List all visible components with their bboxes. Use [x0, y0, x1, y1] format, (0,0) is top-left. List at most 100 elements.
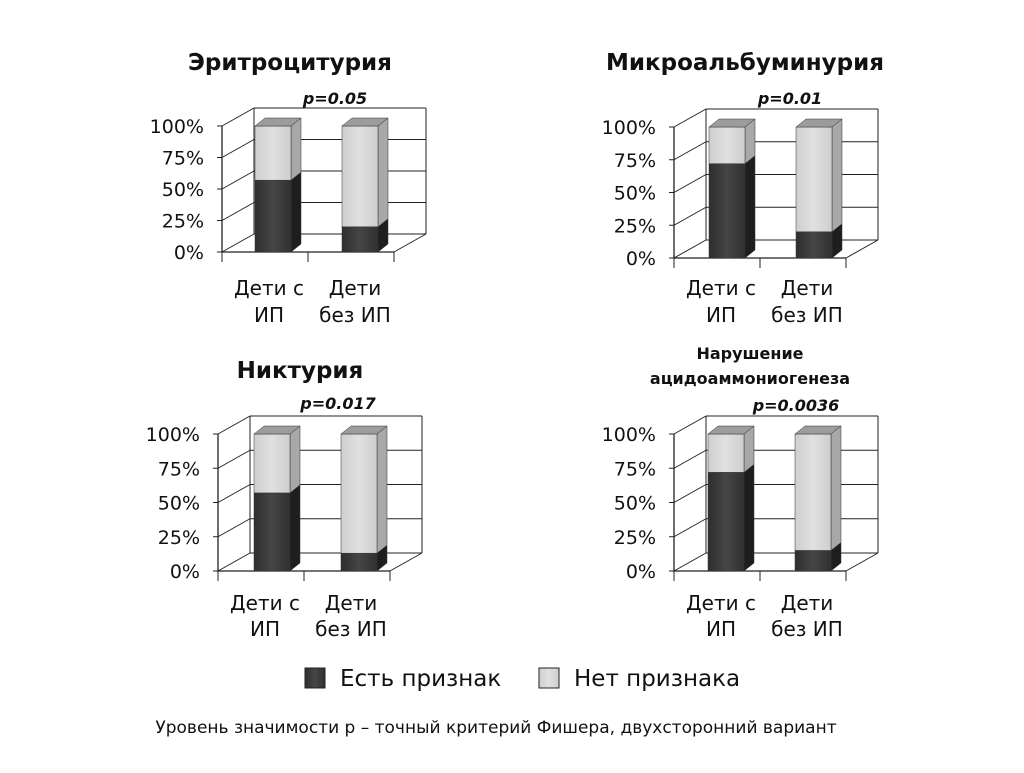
y-tick-label: 75% — [162, 148, 204, 170]
bar-top — [707, 425, 755, 435]
p-value-label: p=0.0036 — [752, 396, 840, 415]
bar-segment-no — [340, 425, 388, 554]
side-wall-line — [217, 552, 251, 572]
side-wall-line — [673, 206, 707, 226]
chart-panel-1: Эритроцитурия p=0.05 0% 25% 50% 75% 100% Дети с… — [150, 50, 427, 327]
bar-side — [831, 118, 843, 233]
y-tick-label: 0% — [174, 242, 204, 264]
side-wall-line — [673, 449, 707, 469]
bar-segment-no — [254, 117, 302, 181]
bar-front — [254, 125, 292, 181]
bar-segment-no — [795, 118, 843, 233]
bar-front — [795, 126, 833, 233]
bar-segment-yes — [794, 541, 842, 572]
side-wall-line — [217, 484, 251, 503]
category-label: Дети — [329, 276, 382, 300]
category-label: Дети с — [686, 276, 756, 300]
bar-side — [376, 425, 388, 554]
bar-front — [795, 231, 833, 259]
y-tick-label: 25% — [158, 527, 200, 549]
bar-side — [830, 425, 842, 551]
legend-label-yes: Есть признак — [340, 666, 501, 692]
bar-side — [377, 117, 389, 228]
bar-front — [341, 226, 379, 253]
bar-segment-no — [708, 118, 756, 165]
side-wall-line — [673, 518, 707, 538]
y-tick-label: 100% — [602, 117, 656, 139]
bar-top — [795, 118, 843, 128]
bar-front — [707, 472, 745, 572]
bar-side — [290, 117, 302, 181]
bar-front — [340, 552, 378, 572]
category-label: Дети — [781, 591, 834, 615]
side-wall-line — [221, 233, 255, 253]
bar-side — [289, 425, 301, 494]
bar-segment-yes — [341, 218, 389, 253]
side-wall-line — [221, 170, 255, 190]
y-tick-label: 50% — [158, 493, 200, 515]
bar-front — [254, 179, 292, 253]
chart-title: Нарушение — [696, 344, 803, 363]
y-tick-label: 25% — [162, 211, 204, 233]
bar-front — [708, 163, 746, 259]
side-wall-line — [221, 139, 255, 158]
side-wall-line — [673, 552, 707, 572]
legend-item-yes: Есть признак — [304, 666, 501, 692]
bar-front — [253, 433, 291, 494]
category-label: ИП — [250, 617, 280, 641]
bar-segment-no — [341, 117, 389, 228]
bar-top — [254, 117, 302, 127]
category-label: ИП — [706, 617, 736, 641]
bar-side — [289, 484, 301, 572]
bar-segment-no — [707, 425, 755, 473]
bar-front — [794, 433, 832, 551]
bar-top — [794, 425, 842, 435]
floor-edge — [389, 552, 423, 572]
chart-title: ацидоаммониогенеза — [650, 369, 850, 388]
y-tick-label: 25% — [614, 527, 656, 549]
category-label: без ИП — [771, 303, 843, 327]
category-label: Дети — [781, 276, 834, 300]
floor-edge — [845, 552, 879, 572]
side-wall-line — [221, 107, 255, 127]
y-tick-label: 25% — [614, 215, 656, 237]
category-label: ИП — [254, 303, 284, 327]
y-tick-label: 0% — [170, 561, 200, 583]
side-wall-line — [673, 239, 707, 259]
chart-panel-2: Микроальбуминурия p=0.01 0% 25% 50% 75% 100% Де… — [602, 50, 884, 327]
y-tick-label: 100% — [146, 424, 200, 446]
floor-edge — [393, 233, 427, 253]
side-wall-line — [217, 415, 251, 435]
y-tick-label: 100% — [602, 424, 656, 446]
category-label: ИП — [706, 303, 736, 327]
bar-segment-no — [253, 425, 301, 494]
p-value-label: p=0.05 — [302, 89, 367, 108]
bar-front — [253, 492, 291, 572]
side-wall-line — [217, 449, 251, 469]
bar-front — [707, 433, 745, 473]
legend-label-no: Нет признака — [574, 666, 740, 692]
category-label: Дети — [325, 591, 378, 615]
y-tick-label: 50% — [614, 183, 656, 205]
bar-front — [340, 433, 378, 554]
bar-segment-no — [794, 425, 842, 551]
y-tick-label: 75% — [158, 458, 200, 480]
chart-title: Микроальбуминурия — [606, 50, 884, 76]
chart-title: Эритроцитурия — [188, 50, 392, 76]
category-label: без ИП — [315, 617, 387, 641]
bar-top — [340, 425, 388, 435]
category-label: Дети с — [230, 591, 300, 615]
bar-segment-yes — [795, 223, 843, 259]
legend: Есть признак Нет признака — [304, 666, 740, 692]
y-tick-label: 75% — [614, 458, 656, 480]
y-tick-label: 0% — [626, 248, 656, 270]
bar-side — [743, 463, 755, 572]
y-tick-label: 100% — [150, 116, 204, 138]
legend-swatch-no — [538, 667, 560, 689]
bar-segment-yes — [253, 484, 301, 572]
side-wall-line — [673, 108, 707, 128]
chart-title: Никтурия — [237, 358, 364, 384]
y-tick-label: 0% — [626, 561, 656, 583]
